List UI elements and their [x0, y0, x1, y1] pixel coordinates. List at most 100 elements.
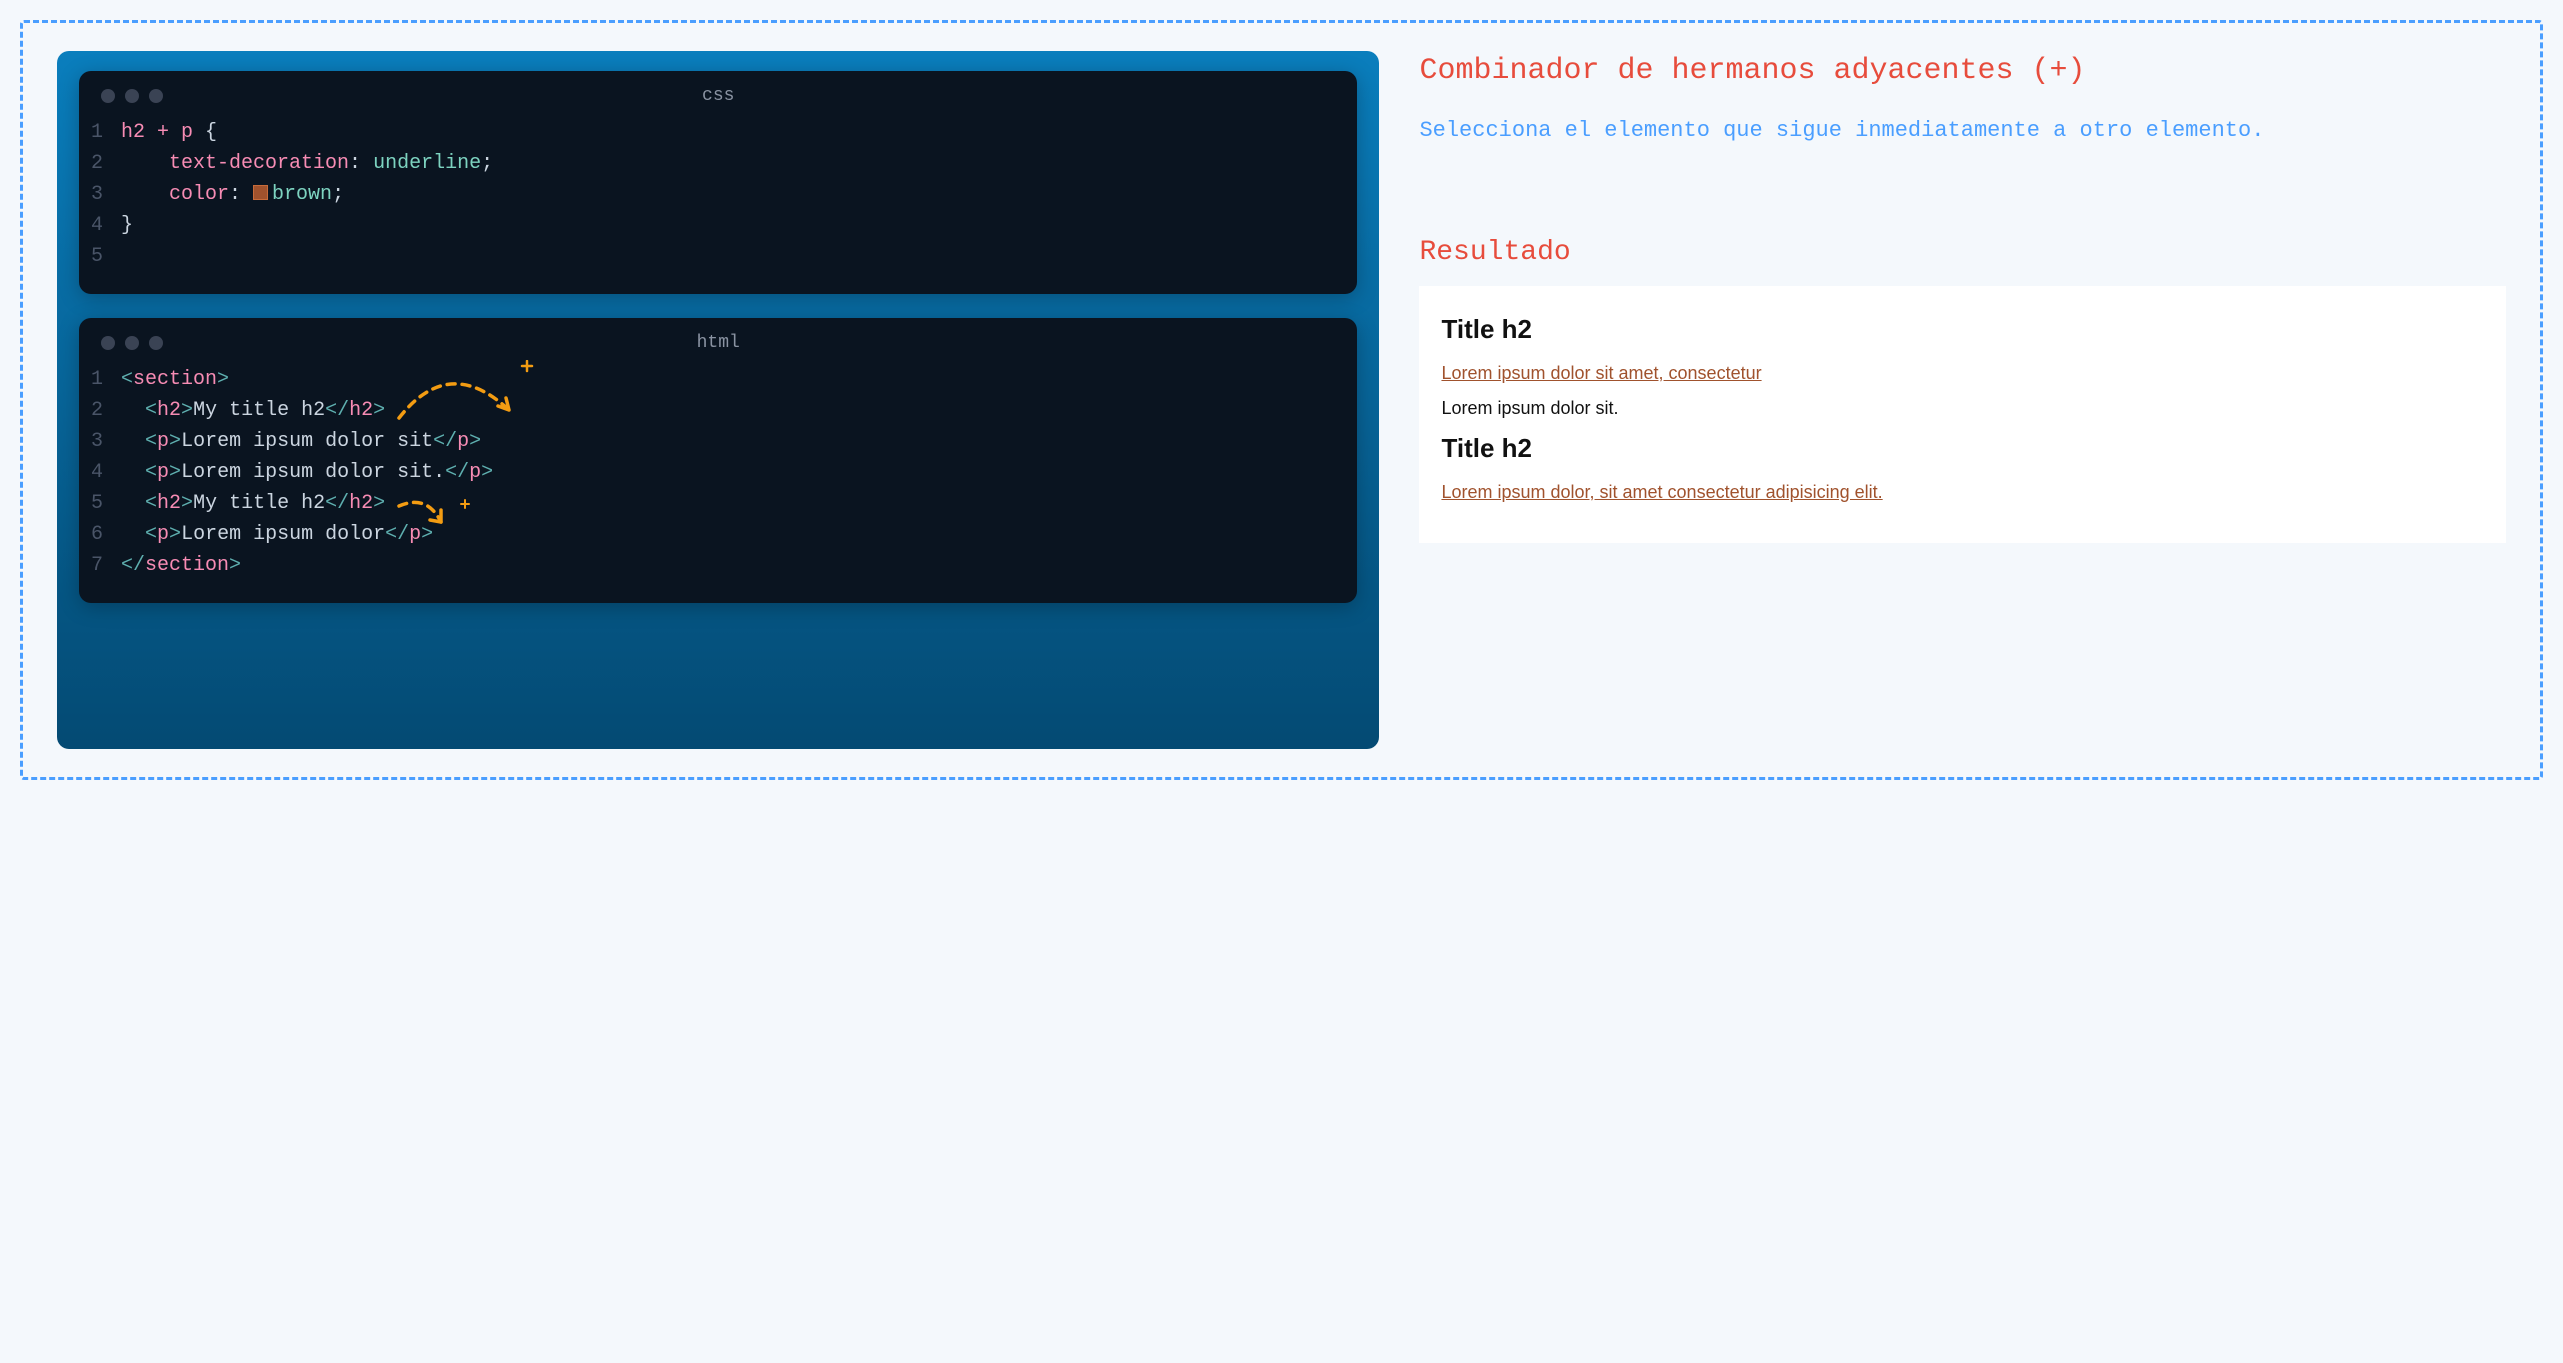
line-number: 5: [79, 241, 121, 272]
bracket: >: [481, 461, 493, 484]
css-value: underline: [373, 152, 481, 175]
html-tag: p: [409, 523, 421, 546]
line-number: 1: [79, 117, 121, 148]
css-property: color: [169, 183, 229, 206]
bracket: </: [385, 523, 409, 546]
html-tag: p: [469, 461, 481, 484]
indent: [121, 152, 169, 175]
bracket: <: [145, 399, 157, 422]
colon: :: [349, 152, 373, 175]
line-number: 4: [79, 457, 121, 488]
bracket: </: [121, 554, 145, 577]
code-line: 5: [79, 241, 1357, 272]
code-line: 7</section>: [79, 550, 1357, 581]
bracket: >: [373, 492, 385, 515]
bracket: <: [145, 461, 157, 484]
semicolon: ;: [481, 152, 493, 175]
line-number: 1: [79, 364, 121, 395]
bracket: <: [145, 430, 157, 453]
html-text: Lorem ipsum dolor: [181, 523, 385, 546]
html-code-window: html 1<section> 2 <h2>My title h2</h2> 3…: [79, 318, 1357, 603]
result-p-styled: Lorem ipsum dolor, sit amet consectetur …: [1441, 482, 2484, 503]
css-code-window: css 1h2 + p { 2 text-decoration: underli…: [79, 71, 1357, 294]
colon: :: [229, 183, 253, 206]
tutorial-frame: css 1h2 + p { 2 text-decoration: underli…: [20, 20, 2543, 780]
semicolon: ;: [332, 183, 344, 206]
html-tag: p: [157, 523, 169, 546]
code-body: 1<section> 2 <h2>My title h2</h2> 3 <p>L…: [79, 358, 1357, 603]
bracket: >: [169, 430, 181, 453]
line-number: 7: [79, 550, 121, 581]
indent: [121, 492, 145, 515]
html-text: Lorem ipsum dolor sit.: [181, 461, 445, 484]
indent: [121, 399, 145, 422]
section-description: Selecciona el elemento que sigue inmedia…: [1419, 114, 2506, 147]
html-tag: h2: [157, 399, 181, 422]
indent: [121, 183, 169, 206]
html-text: My title h2: [193, 492, 325, 515]
result-h2: Title h2: [1441, 314, 2484, 345]
result-p-styled: Lorem ipsum dolor sit amet, consectetur: [1441, 363, 2484, 384]
css-value: brown: [272, 183, 332, 206]
html-tag: p: [157, 430, 169, 453]
line-number: 3: [79, 179, 121, 210]
code-body: 1h2 + p { 2 text-decoration: underline; …: [79, 111, 1357, 294]
window-header: html: [79, 318, 1357, 358]
bracket: <: [121, 368, 133, 391]
line-number: 3: [79, 426, 121, 457]
bracket: <: [145, 492, 157, 515]
css-selector: h2 + p: [121, 121, 205, 144]
html-tag: section: [133, 368, 217, 391]
line-number: 4: [79, 210, 121, 241]
bracket: >: [229, 554, 241, 577]
brace: {: [205, 121, 217, 144]
result-preview: Title h2 Lorem ipsum dolor sit amet, con…: [1419, 286, 2506, 543]
bracket: >: [169, 461, 181, 484]
html-text: My title h2: [193, 399, 325, 422]
css-property: text-decoration: [169, 152, 349, 175]
indent: [121, 430, 145, 453]
result-h2: Title h2: [1441, 433, 2484, 464]
html-tag: h2: [157, 492, 181, 515]
indent: [121, 461, 145, 484]
bracket: >: [421, 523, 433, 546]
line-number: 2: [79, 148, 121, 179]
indent: [121, 523, 145, 546]
code-line: 4 <p>Lorem ipsum dolor sit.</p>: [79, 457, 1357, 488]
line-number: 5: [79, 488, 121, 519]
html-tag: p: [157, 461, 169, 484]
code-panels: css 1h2 + p { 2 text-decoration: underli…: [57, 51, 1379, 749]
html-tag: h2: [349, 399, 373, 422]
bracket: </: [445, 461, 469, 484]
code-line: 1h2 + p {: [79, 117, 1357, 148]
line-number: 6: [79, 519, 121, 550]
code-line: 6 <p>Lorem ipsum dolor</p>: [79, 519, 1357, 550]
bracket: >: [169, 523, 181, 546]
code-line: 2 <h2>My title h2</h2>: [79, 395, 1357, 426]
bracket: <: [145, 523, 157, 546]
bracket: </: [433, 430, 457, 453]
brace: }: [121, 214, 133, 237]
html-tag: section: [145, 554, 229, 577]
bracket: >: [469, 430, 481, 453]
section-title: Combinador de hermanos adyacentes (+): [1419, 51, 2506, 92]
explanation-panel: Combinador de hermanos adyacentes (+) Se…: [1419, 51, 2506, 749]
window-title: html: [79, 333, 1357, 353]
result-p: Lorem ipsum dolor sit.: [1441, 398, 2484, 419]
bracket: >: [181, 399, 193, 422]
bracket: >: [217, 368, 229, 391]
color-swatch-icon: [253, 185, 268, 200]
code-line: 4}: [79, 210, 1357, 241]
html-tag: p: [457, 430, 469, 453]
line-number: 2: [79, 395, 121, 426]
html-text: Lorem ipsum dolor sit: [181, 430, 433, 453]
code-line: 1<section>: [79, 364, 1357, 395]
code-line: 5 <h2>My title h2</h2>: [79, 488, 1357, 519]
window-title: css: [79, 86, 1357, 106]
window-header: css: [79, 71, 1357, 111]
bracket: </: [325, 492, 349, 515]
bracket: >: [181, 492, 193, 515]
html-tag: h2: [349, 492, 373, 515]
bracket: >: [373, 399, 385, 422]
bracket: </: [325, 399, 349, 422]
